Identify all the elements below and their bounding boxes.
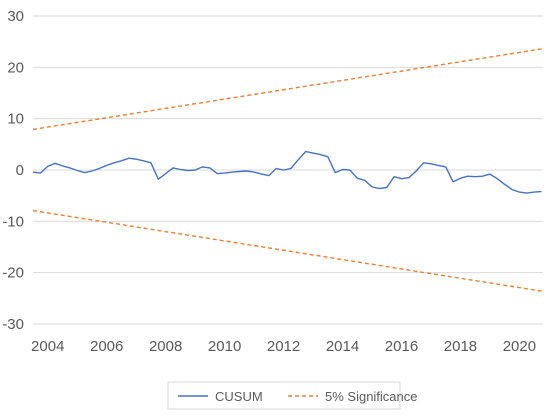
x-tick-label: 2020	[503, 338, 536, 355]
y-tick-label: 30	[7, 8, 24, 25]
x-axis-tick-labels: 2004 2006 2008 2010 2012 2014 2016 2018 2020	[31, 338, 536, 355]
series-line-lower-significance	[32, 209, 542, 292]
y-tick-label: -30	[2, 316, 24, 333]
x-tick-label: 2008	[149, 338, 182, 355]
y-tick-label: 20	[7, 59, 24, 76]
legend-label-significance: 5% Significance	[325, 389, 418, 404]
x-tick-label: 2006	[90, 338, 123, 355]
x-tick-label: 2016	[385, 338, 418, 355]
x-tick-label: 2014	[326, 338, 359, 355]
x-tick-label: 2010	[208, 338, 241, 355]
y-tick-label: -10	[2, 213, 24, 230]
y-tick-label: 10	[7, 111, 24, 128]
x-tick-label: 2012	[267, 338, 300, 355]
series-line-upper-significance	[32, 48, 542, 131]
legend: CUSUM 5% Significance	[167, 381, 418, 410]
gridlines	[33, 15, 543, 325]
series-lines	[32, 48, 542, 292]
x-tick-label: 2004	[31, 338, 64, 355]
y-tick-label: -20	[2, 265, 24, 282]
legend-label-cusum: CUSUM	[215, 389, 263, 404]
series-line-cusum	[32, 150, 542, 194]
y-tick-label: 0	[16, 162, 24, 179]
x-tick-label: 2018	[444, 338, 477, 355]
y-axis-tick-labels: -30 -20 -10 0 10 20 30	[2, 8, 24, 333]
